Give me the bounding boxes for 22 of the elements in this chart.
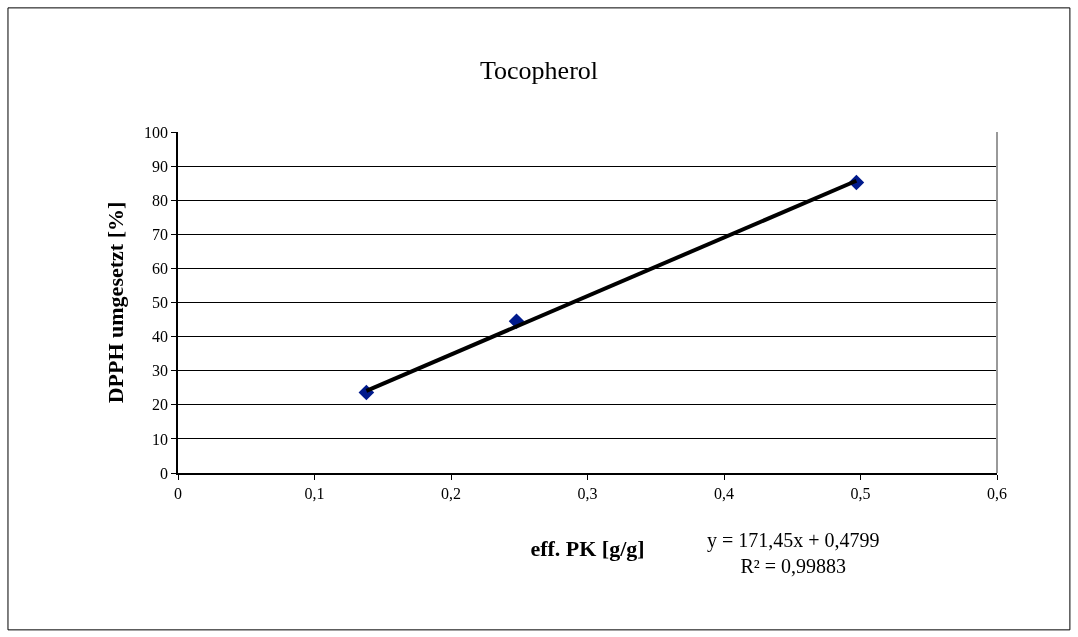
y-tick-label: 100	[144, 123, 169, 141]
y-tick-label: 20	[152, 396, 169, 414]
x-tick-label: 0,2	[441, 484, 461, 502]
y-tick-label: 40	[152, 328, 169, 346]
x-tick-label: 0,6	[987, 484, 1007, 502]
y-tick-label: 30	[152, 362, 169, 380]
y-tick-label: 10	[152, 430, 169, 448]
x-tick-label: 0,1	[304, 484, 325, 502]
x-tick-label: 0	[174, 484, 182, 502]
y-axis-title: DPPH umgesetzt [%]	[103, 201, 129, 404]
y-tick-label: 0	[160, 464, 169, 482]
x-axis-title: eff. PK [g/g]	[530, 536, 645, 562]
text: y = 171,45x + 0,4799 R² = 0,99883	[707, 529, 880, 577]
y-tick-label: 70	[152, 225, 169, 243]
y-tick-label: 90	[152, 157, 169, 175]
x-tick-label: 0,3	[577, 484, 598, 502]
x-tick-label: 0,5	[850, 484, 871, 502]
x-tick-label: 0,4	[714, 484, 734, 502]
chart-title: Tocopherol	[479, 56, 599, 86]
y-tick-label: 80	[152, 191, 169, 209]
y-tick-label: 60	[152, 260, 169, 277]
y-tick-label: 50	[152, 294, 169, 312]
